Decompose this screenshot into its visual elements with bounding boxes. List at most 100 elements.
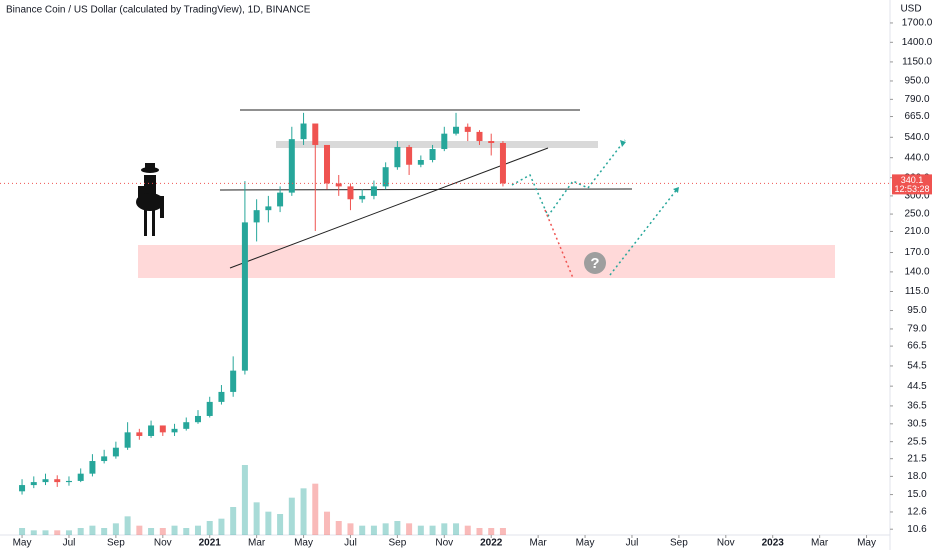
arrow-head xyxy=(620,140,626,147)
question-mark: ? xyxy=(590,255,599,272)
candle-body xyxy=(324,144,331,184)
candle-body xyxy=(206,401,213,416)
candle-body xyxy=(183,422,190,429)
volume-bar xyxy=(101,528,108,535)
chart-title: Binance Coin / US Dollar (calculated by … xyxy=(6,5,311,16)
x-tick-label: Nov xyxy=(717,538,735,549)
candle-body xyxy=(42,479,49,483)
candle-body xyxy=(159,425,166,433)
volume-bar xyxy=(183,528,190,535)
support-zone xyxy=(138,245,835,278)
y-tick-label: 54.5 xyxy=(907,361,927,372)
volume-bar xyxy=(453,523,460,535)
arrow-head xyxy=(673,187,679,193)
candle-body xyxy=(406,146,413,165)
volume-bar xyxy=(218,518,225,535)
volume-bar xyxy=(19,528,26,535)
volume-bar xyxy=(206,521,213,535)
candle-body xyxy=(112,447,119,457)
x-tick-label: 2023 xyxy=(762,538,785,549)
candle-body xyxy=(253,210,260,223)
candle-body xyxy=(89,461,96,474)
candle-body xyxy=(382,167,389,187)
rider-icon xyxy=(136,163,164,236)
volume-bar xyxy=(394,521,401,535)
y-tick-label: 10.6 xyxy=(907,524,927,535)
y-tick-label: 665.0 xyxy=(904,111,929,122)
x-tick-label: 2021 xyxy=(199,538,222,549)
volume-bar xyxy=(241,465,248,535)
volume-bar xyxy=(148,528,155,535)
volume-bar xyxy=(65,530,72,535)
y-tick-label: 790.0 xyxy=(904,94,929,105)
volume-bar xyxy=(230,507,237,535)
candle-body xyxy=(476,131,483,142)
trend-line xyxy=(229,147,549,269)
y-tick-label: 15.0 xyxy=(907,489,927,500)
x-tick-label: Mar xyxy=(248,538,266,549)
candle-body xyxy=(148,425,155,436)
candle-body xyxy=(101,456,108,462)
y-tick-label: 30.5 xyxy=(907,418,927,429)
y-tick-label: 36.5 xyxy=(907,401,927,412)
countdown-label: 12:53:28 xyxy=(894,184,929,194)
x-tick-label: May xyxy=(13,538,32,549)
volume-bar xyxy=(347,523,354,535)
last-price-box xyxy=(892,174,932,195)
candle-body xyxy=(265,206,272,211)
volume-bar xyxy=(382,523,389,535)
candle-body xyxy=(312,123,319,145)
candle-body xyxy=(359,195,366,200)
volume-bar xyxy=(499,528,506,535)
x-tick-label: Nov xyxy=(154,538,172,549)
candle-body xyxy=(453,126,460,134)
y-tick-label: 140.0 xyxy=(904,267,929,278)
volume-bar xyxy=(429,525,436,535)
volume-bar xyxy=(464,525,471,535)
x-tick-label: Sep xyxy=(388,538,406,549)
y-tick-label: 25.5 xyxy=(907,436,927,447)
x-tick-label: Nov xyxy=(435,538,453,549)
y-tick-label: 79.0 xyxy=(907,324,927,335)
x-tick-label: May xyxy=(294,538,313,549)
candle-body xyxy=(124,432,131,448)
candle-body xyxy=(288,139,295,193)
x-tick-label: Mar xyxy=(811,538,829,549)
y-tick-label: 1400.0 xyxy=(902,37,932,48)
y-tick-label: 12.6 xyxy=(907,507,927,518)
candle-body xyxy=(218,391,225,402)
candle-body xyxy=(54,479,61,483)
candle-body xyxy=(171,428,178,433)
volume-bar xyxy=(159,528,166,535)
volume-bar xyxy=(171,525,178,535)
y-tick-label: 66.5 xyxy=(907,341,927,352)
volume-bar xyxy=(89,525,96,535)
resistance-band xyxy=(276,141,598,148)
last-price-label: 340.1 xyxy=(901,175,924,185)
volume-bar xyxy=(335,521,342,535)
volume-bar xyxy=(77,528,84,535)
candles xyxy=(19,112,506,535)
projection-up xyxy=(511,139,626,218)
y-tick-label: 300.0 xyxy=(904,191,929,202)
candle-body xyxy=(241,222,248,371)
candle-body xyxy=(417,159,424,165)
projection-down xyxy=(544,209,574,279)
x-tick-label: Jul xyxy=(63,538,76,549)
y-tick-label: 115.0 xyxy=(905,286,930,297)
volume-bar xyxy=(277,514,284,535)
candle-body xyxy=(335,183,342,187)
y-tick-label: 18.0 xyxy=(907,471,927,482)
volume-bar xyxy=(359,525,366,535)
volume-bar xyxy=(488,528,495,535)
candle-body xyxy=(464,126,471,132)
volume-bar xyxy=(194,525,201,535)
y-tick-label: 250.0 xyxy=(904,209,929,220)
volume-bar xyxy=(112,523,119,535)
y-tick-label: 950.0 xyxy=(904,76,929,87)
volume-bar xyxy=(441,523,448,535)
drawings: ? xyxy=(136,109,835,279)
candle-body xyxy=(77,473,84,481)
